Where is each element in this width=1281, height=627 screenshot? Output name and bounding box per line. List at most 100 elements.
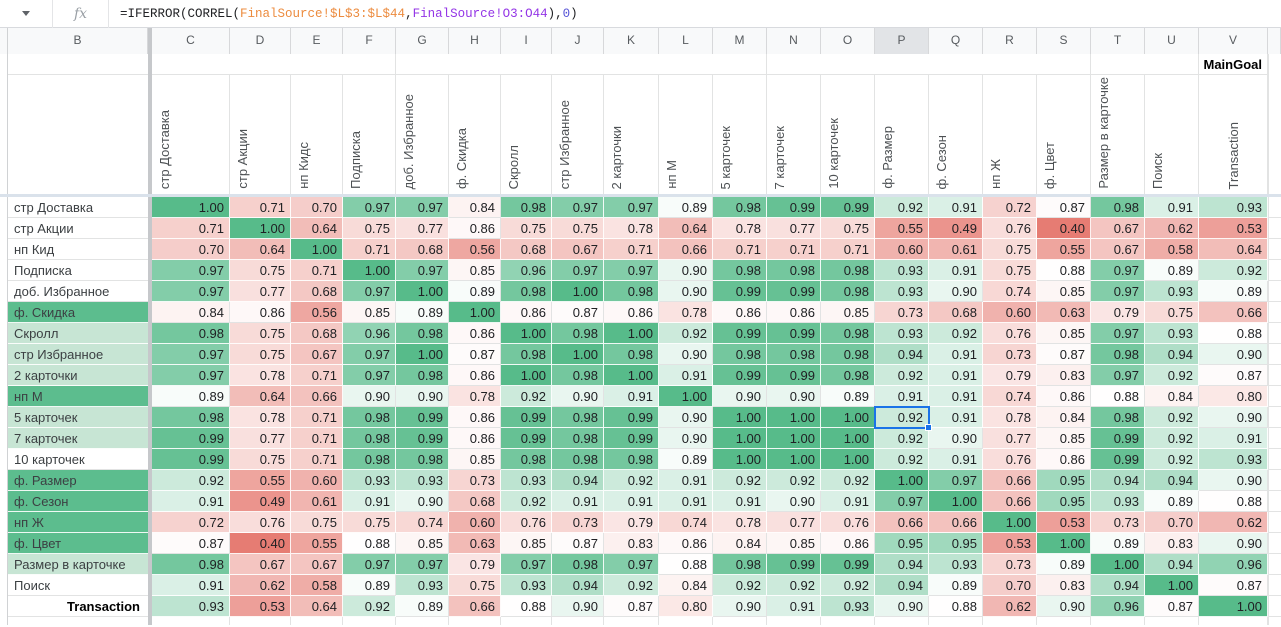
grid-cell-empty[interactable] — [1268, 260, 1281, 281]
matrix-cell[interactable]: 0.98 — [713, 344, 767, 365]
column-header-N[interactable]: N — [767, 28, 821, 54]
row-label-cell[interactable]: 7 карточек — [8, 428, 148, 449]
matrix-cell[interactable]: 0.84 — [1037, 407, 1091, 428]
main-goal-cell[interactable]: MainGoal — [1199, 54, 1268, 75]
matrix-cell[interactable]: 0.90 — [659, 260, 713, 281]
matrix-cell[interactable]: 1.00 — [767, 449, 821, 470]
matrix-cell[interactable]: 0.93 — [875, 323, 929, 344]
matrix-cell[interactable] — [396, 617, 449, 625]
matrix-cell[interactable]: 0.74 — [659, 512, 713, 533]
matrix-cell[interactable]: 0.87 — [449, 344, 501, 365]
row-label-cell[interactable]: стр Акции — [8, 218, 148, 239]
row-label-cell[interactable]: ф. Сезон — [8, 491, 148, 512]
matrix-cell[interactable]: 0.90 — [552, 386, 604, 407]
matrix-cell[interactable]: 0.91 — [152, 491, 230, 512]
matrix-cell[interactable]: 0.98 — [501, 281, 552, 302]
row-label-cell[interactable]: 10 карточек — [8, 449, 148, 470]
matrix-cell[interactable]: 0.88 — [1199, 491, 1268, 512]
formula-input[interactable]: =IFERROR(CORREL(FinalSource!$L$3:$L$44,F… — [109, 7, 1281, 21]
matrix-cell[interactable]: 1.00 — [821, 449, 875, 470]
matrix-cell[interactable]: 1.00 — [713, 407, 767, 428]
row-label-cell[interactable]: ф. Размер — [8, 470, 148, 491]
matrix-cell[interactable]: 0.91 — [929, 365, 983, 386]
matrix-cell[interactable]: 0.86 — [449, 323, 501, 344]
matrix-cell[interactable]: 0.93 — [501, 470, 552, 491]
matrix-cell[interactable] — [983, 617, 1037, 625]
matrix-cell[interactable]: 0.99 — [767, 554, 821, 575]
matrix-cell[interactable]: 0.64 — [291, 596, 343, 617]
matrix-cell[interactable]: 0.92 — [659, 323, 713, 344]
matrix-cell[interactable]: 0.85 — [821, 302, 875, 323]
row-label-cell[interactable]: стр Избранное — [8, 344, 148, 365]
matrix-cell[interactable]: 0.91 — [1145, 197, 1199, 218]
matrix-cell[interactable]: 0.87 — [152, 533, 230, 554]
matrix-cell[interactable]: 0.76 — [983, 323, 1037, 344]
matrix-column-header[interactable]: Скролл — [501, 75, 552, 194]
matrix-cell[interactable]: 0.55 — [875, 218, 929, 239]
matrix-cell[interactable]: 0.94 — [875, 575, 929, 596]
matrix-cell[interactable]: 0.93 — [1199, 449, 1268, 470]
matrix-cell[interactable]: 0.75 — [230, 449, 291, 470]
matrix-cell[interactable]: 0.97 — [604, 554, 659, 575]
matrix-cell[interactable]: 0.71 — [291, 449, 343, 470]
matrix-cell[interactable]: 0.98 — [501, 197, 552, 218]
matrix-cell[interactable]: 0.89 — [1199, 281, 1268, 302]
matrix-cell[interactable]: 0.78 — [230, 365, 291, 386]
matrix-cell[interactable]: 0.78 — [449, 386, 501, 407]
matrix-cell[interactable]: 0.90 — [1199, 344, 1268, 365]
matrix-cell[interactable]: 0.68 — [929, 302, 983, 323]
matrix-column-header[interactable]: 2 карточки — [604, 75, 659, 194]
grid-cell-empty[interactable] — [1268, 302, 1281, 323]
matrix-cell[interactable]: 0.78 — [659, 302, 713, 323]
matrix-cell[interactable]: 0.99 — [767, 281, 821, 302]
matrix-cell[interactable]: 0.99 — [821, 197, 875, 218]
matrix-cell[interactable]: 0.93 — [1145, 281, 1199, 302]
matrix-cell[interactable]: 0.96 — [501, 260, 552, 281]
row-label-cell[interactable]: Подписка — [8, 260, 148, 281]
matrix-cell[interactable]: 0.77 — [767, 218, 821, 239]
matrix-cell[interactable]: 0.97 — [343, 554, 396, 575]
column-header-V[interactable]: V — [1199, 28, 1268, 54]
matrix-cell[interactable]: 0.85 — [1037, 428, 1091, 449]
matrix-cell[interactable]: 0.90 — [713, 386, 767, 407]
matrix-cell[interactable]: 0.86 — [449, 428, 501, 449]
matrix-cell[interactable]: 0.83 — [1037, 365, 1091, 386]
matrix-cell[interactable]: 0.98 — [396, 323, 449, 344]
matrix-column-header[interactable]: стр Доставка — [152, 75, 230, 194]
matrix-cell[interactable]: 1.00 — [396, 281, 449, 302]
matrix-cell[interactable]: 0.88 — [929, 596, 983, 617]
row-label-cell[interactable]: нп Кид — [8, 239, 148, 260]
matrix-cell[interactable]: 0.99 — [604, 428, 659, 449]
matrix-cell[interactable]: 0.92 — [604, 470, 659, 491]
matrix-cell[interactable]: 0.88 — [1037, 260, 1091, 281]
matrix-cell[interactable]: 0.68 — [449, 491, 501, 512]
matrix-cell[interactable]: 0.90 — [659, 281, 713, 302]
matrix-cell[interactable]: 0.58 — [291, 575, 343, 596]
matrix-cell[interactable]: 0.92 — [501, 386, 552, 407]
matrix-cell[interactable]: 0.71 — [767, 239, 821, 260]
matrix-column-header[interactable]: стр Избранное — [552, 75, 604, 194]
matrix-column-header[interactable]: нп Кидс — [291, 75, 343, 194]
matrix-cell[interactable]: 0.86 — [1037, 386, 1091, 407]
matrix-cell[interactable]: 1.00 — [767, 428, 821, 449]
matrix-cell[interactable]: 0.60 — [983, 302, 1037, 323]
matrix-cell[interactable]: 0.98 — [552, 407, 604, 428]
matrix-cell[interactable]: 0.85 — [449, 260, 501, 281]
matrix-cell[interactable]: 0.94 — [1091, 575, 1145, 596]
matrix-cell[interactable]: 0.71 — [152, 218, 230, 239]
matrix-cell[interactable]: 0.91 — [929, 449, 983, 470]
matrix-cell[interactable]: 0.89 — [659, 197, 713, 218]
matrix-cell[interactable]: 0.70 — [152, 239, 230, 260]
matrix-cell[interactable]: 0.87 — [604, 596, 659, 617]
grid-cell-empty[interactable] — [1268, 491, 1281, 512]
matrix-cell[interactable]: 0.55 — [230, 470, 291, 491]
matrix-cell[interactable]: 0.84 — [659, 575, 713, 596]
matrix-column-header[interactable]: ф. Сезон — [929, 75, 983, 194]
grid-cell-empty[interactable] — [1268, 344, 1281, 365]
column-header-D[interactable]: D — [230, 28, 291, 54]
matrix-cell[interactable]: 1.00 — [552, 344, 604, 365]
matrix-cell[interactable]: 0.98 — [152, 407, 230, 428]
matrix-cell[interactable]: 0.97 — [343, 365, 396, 386]
matrix-cell[interactable]: 0.86 — [230, 302, 291, 323]
matrix-cell[interactable]: 0.75 — [230, 260, 291, 281]
